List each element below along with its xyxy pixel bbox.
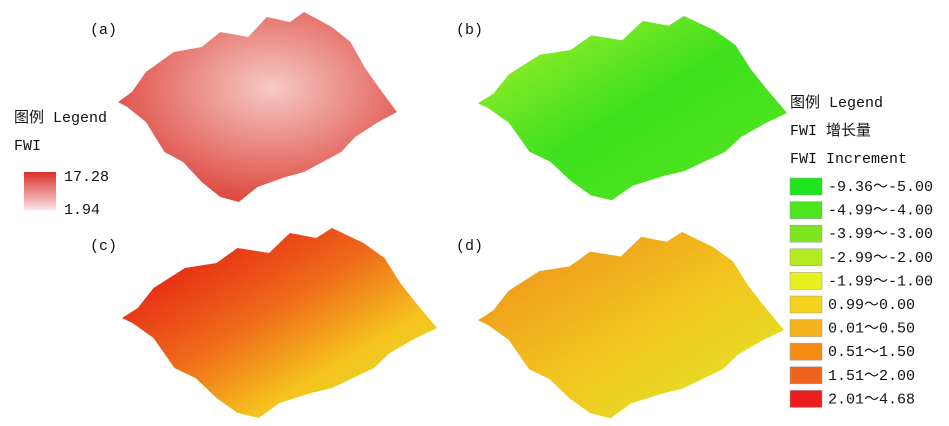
legend-label: 0.51～1.50 <box>828 344 915 361</box>
legend-label: -2.99～-2.00 <box>828 250 933 267</box>
map-c <box>122 228 437 418</box>
map-b <box>478 16 787 200</box>
legend-swatch <box>790 296 822 313</box>
legend-label: 1.51～2.00 <box>828 368 915 385</box>
legend-swatch <box>790 367 822 384</box>
legend-max: 17.28 <box>64 169 109 186</box>
legend-swatch <box>790 249 822 266</box>
legend-title: 图例 Legend <box>14 109 107 127</box>
legend-label: 0.99～0.00 <box>828 297 915 314</box>
legend-label: 0.01～0.50 <box>828 321 915 338</box>
legend-subtitle: FWI <box>14 138 41 155</box>
legend-swatch <box>790 272 822 289</box>
legend-swatch <box>790 320 822 337</box>
legend-label: -4.99～-4.00 <box>828 203 933 220</box>
legend-classes: -9.36～-5.00 -4.99～-4.00 -3.99～-3.00 -2.99～-… <box>790 178 933 408</box>
legend-swatch <box>790 178 822 195</box>
panel-label: (d) <box>456 238 483 255</box>
legend-label: -9.36～-5.00 <box>828 179 933 196</box>
legend-subtitle: FWI 增长量 <box>790 122 871 140</box>
legend-title: 图例 Legend <box>790 94 883 112</box>
legend-label: 2.01～4.68 <box>828 391 915 408</box>
legend-swatch <box>790 390 822 407</box>
legend-subtitle: FWI Increment <box>790 151 907 168</box>
map-a <box>118 12 397 202</box>
legend-swatch <box>790 202 822 219</box>
legend-swatch <box>790 343 822 360</box>
legend-min: 1.94 <box>64 202 100 219</box>
panel-label: (a) <box>90 22 117 39</box>
panel-label: (b) <box>456 22 483 39</box>
panel-label: (c) <box>90 238 117 255</box>
legend-label: -1.99～-1.00 <box>828 273 933 290</box>
legend-swatch <box>790 225 822 242</box>
figure: (a) (b) (c) (d) 图例 Legend FWI 17.28 1.94… <box>0 0 949 426</box>
legend-gradient <box>24 172 56 210</box>
legend-label: -3.99～-3.00 <box>828 226 933 243</box>
map-d <box>478 232 784 418</box>
